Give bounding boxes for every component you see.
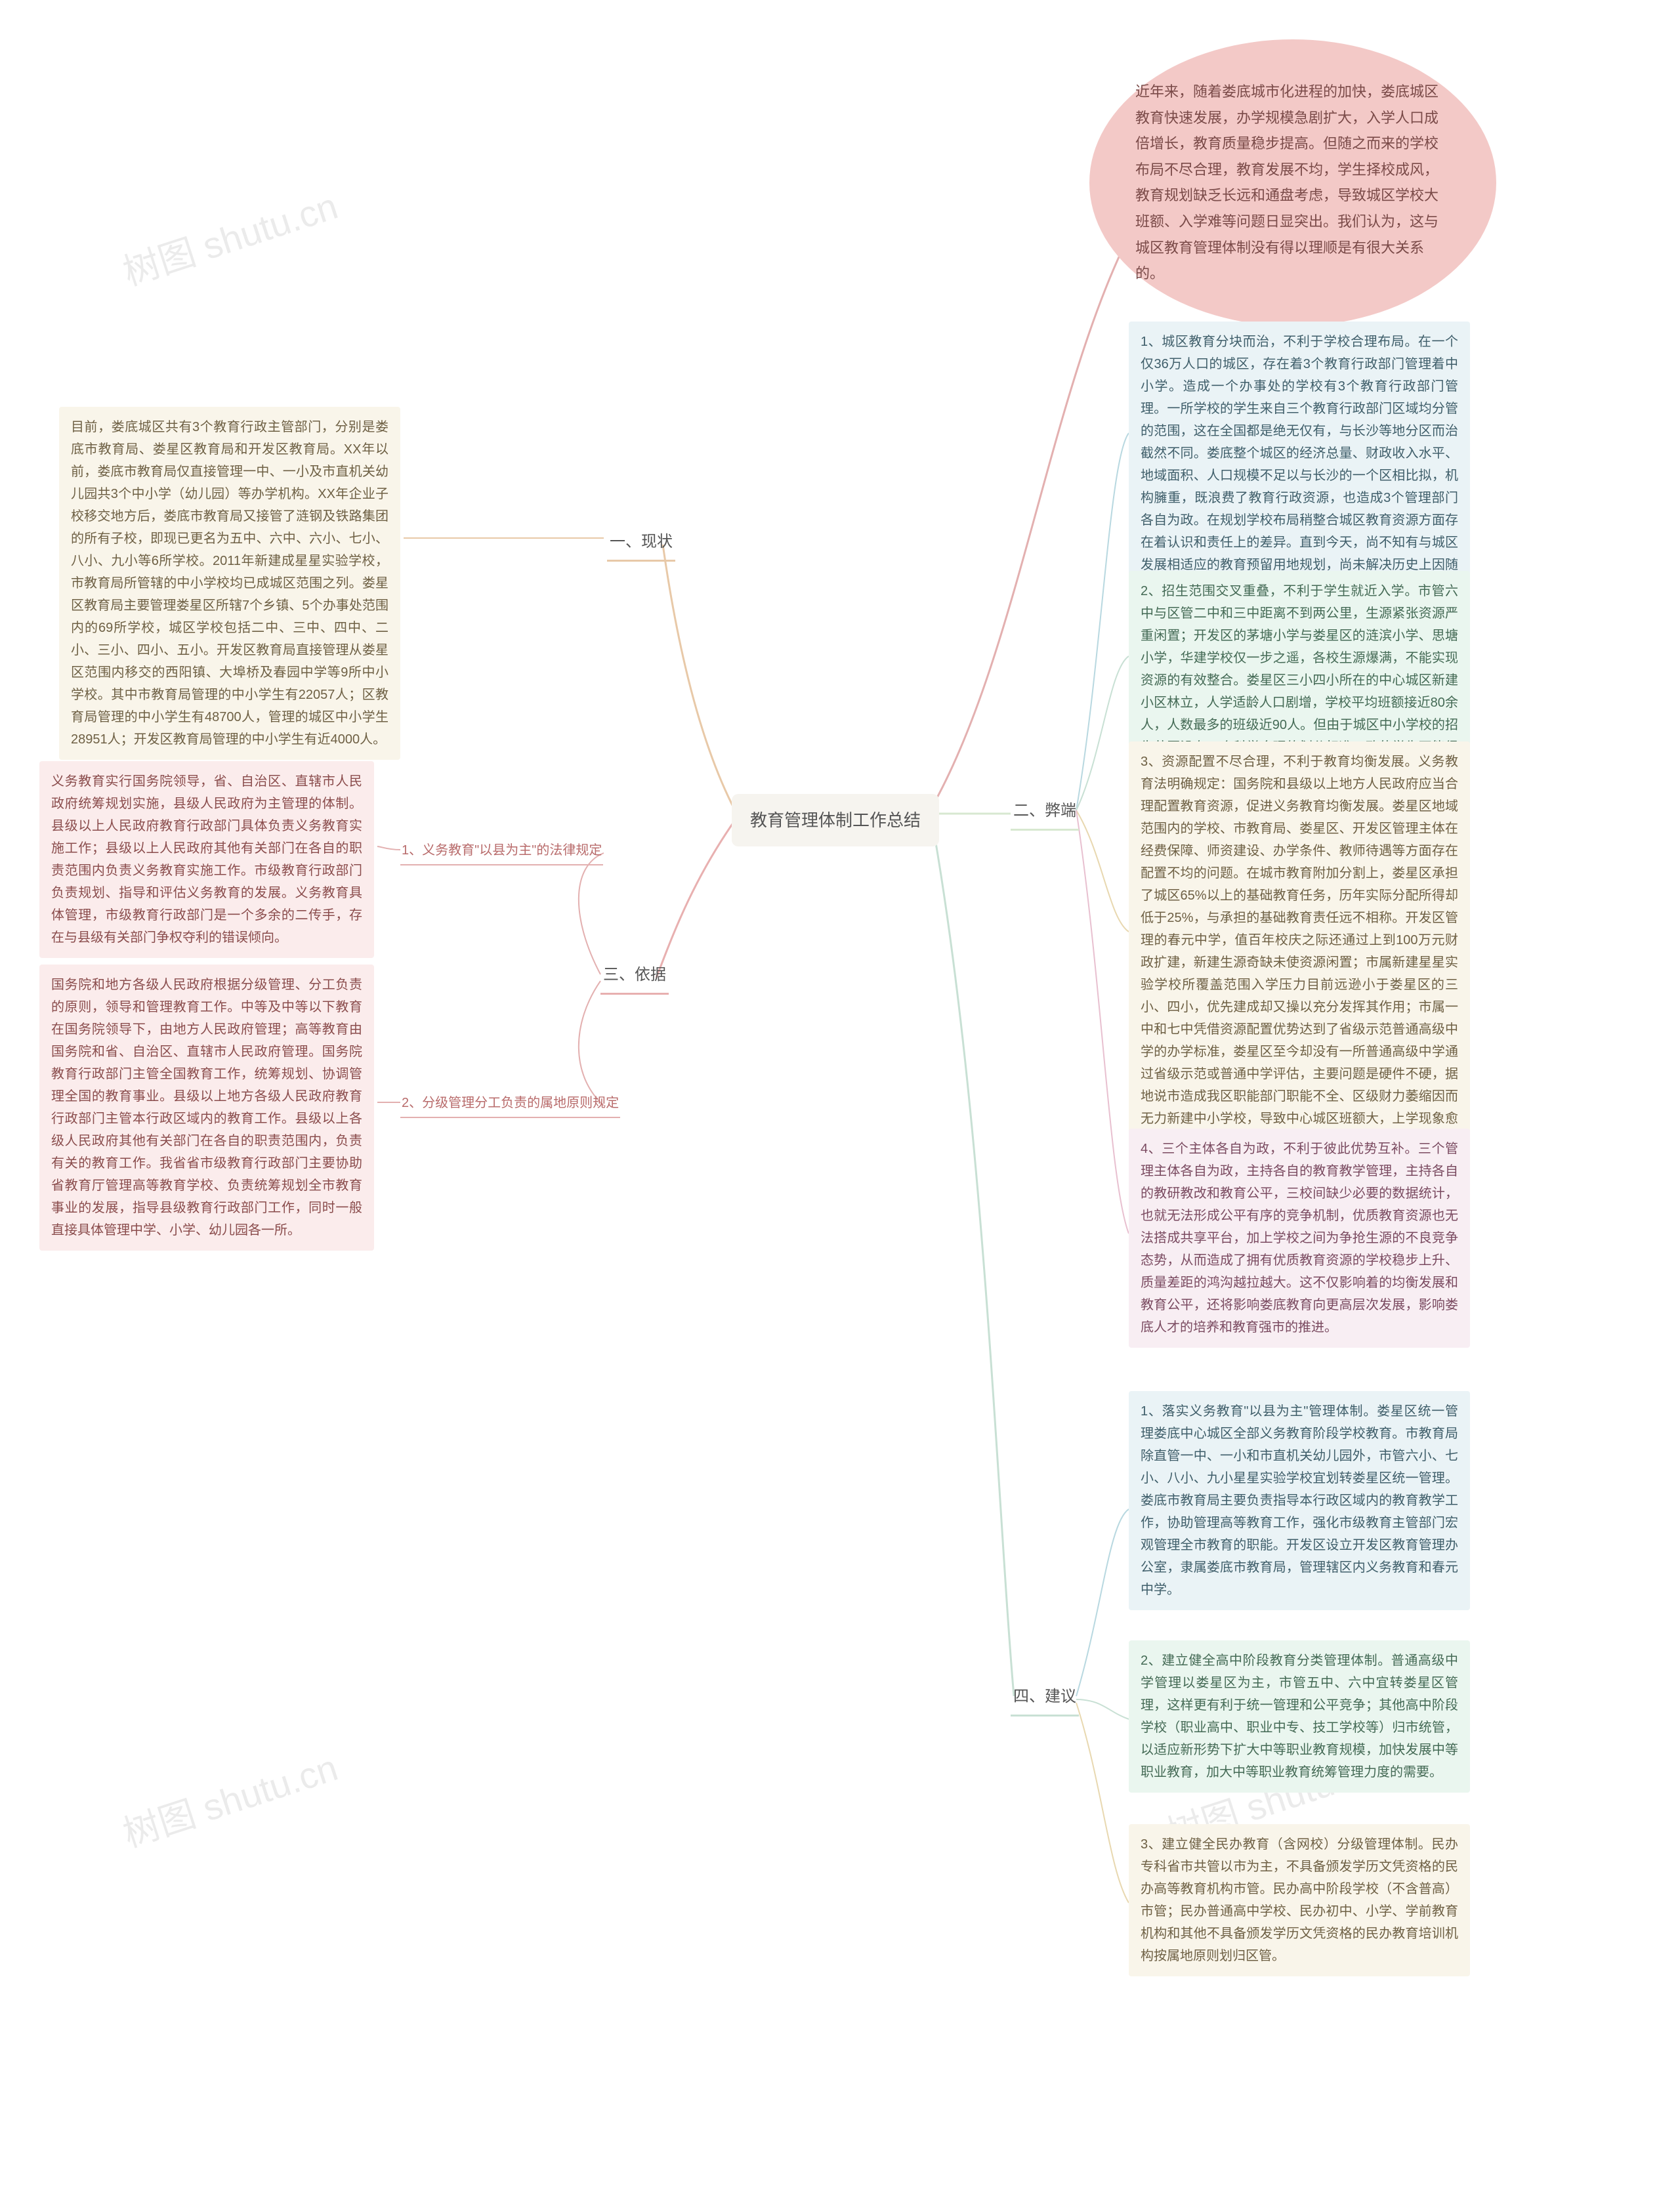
intro-bubble: 近年来，随着娄底城市化进程的加快，娄底城区教育快速发展，办学规模急剧扩大，入学人… <box>1089 39 1496 326</box>
branch-1-leaf-1: 目前，娄底城区共有3个教育行政主管部门，分别是娄底市教育局、娄星区教育局和开发区… <box>59 407 400 760</box>
branch-4-leaf-3: 3、建立健全民办教育（含网校）分级管理体制。民办专科省市共管以市为主，不具备颁发… <box>1129 1824 1470 1976</box>
branch-3-leaf-2: 国务院和地方各级人民政府根据分级管理、分工负责的原则，领导和管理教育工作。中等及… <box>39 965 374 1251</box>
branch-4-label: 四、建议 <box>1011 1680 1079 1717</box>
branch-2-leaf-4: 4、三个主体各自为政，不利于彼此优势互补。三个管理主体各自为政，主持各自的教育教… <box>1129 1129 1470 1348</box>
watermark: 树图 shutu.cn <box>116 1739 344 1858</box>
center-node: 教育管理体制工作总结 <box>732 794 939 846</box>
branch-4-leaf-1: 1、落实义务教育"以县为主"管理体制。娄星区统一管理娄底中心城区全部义务教育阶段… <box>1129 1391 1470 1610</box>
branch-4-leaf-2: 2、建立健全高中阶段教育分类管理体制。普通高级中学管理以娄星区为主，市管五中、六… <box>1129 1640 1470 1793</box>
branch-1-label: 一、现状 <box>607 525 675 562</box>
branch-3-leaf-1: 义务教育实行国务院领导，省、自治区、直辖市人民政府统筹规划实施，县级人民政府为主… <box>39 761 374 958</box>
branch-3-label: 三、依据 <box>600 958 669 995</box>
branch-3-sublabel-1: 1、义务教育"以县为主"的法律规定 <box>400 837 603 865</box>
branch-2-label: 二、弊端 <box>1011 794 1079 831</box>
intro-text: 近年来，随着娄底城市化进程的加快，娄底城区教育快速发展，办学规模急剧扩大，入学人… <box>1135 83 1438 281</box>
branch-2-leaf-1: 1、城区教育分块而治，不利于学校合理布局。在一个仅36万人口的城区，存在着3个教… <box>1129 322 1470 608</box>
watermark: 树图 shutu.cn <box>116 177 344 297</box>
branch-3-sublabel-2: 2、分级管理分工负责的属地原则规定 <box>400 1089 620 1118</box>
